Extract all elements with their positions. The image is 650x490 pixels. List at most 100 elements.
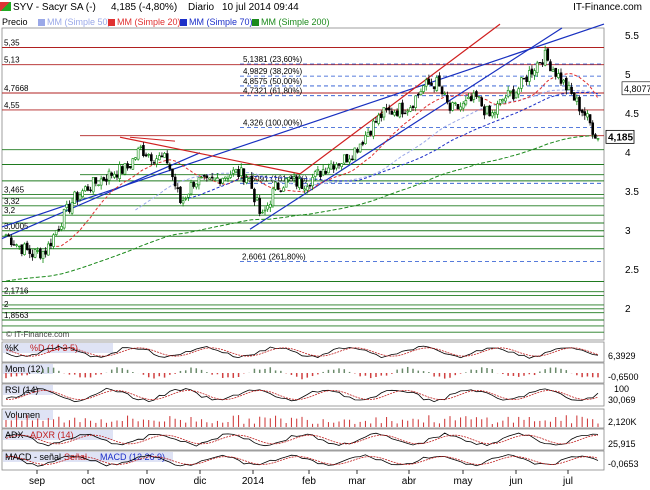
panel-label-2: %D (14 3 5) [30, 343, 78, 353]
candle-body [9, 237, 13, 245]
candle-body [483, 106, 486, 116]
fib-label: 5,1381 (23,60%) [243, 55, 302, 64]
panel-label-bg [3, 364, 53, 374]
last-price: 4,185 (-4,80%) [111, 2, 178, 13]
x-tick-label: nov [139, 476, 155, 487]
candle-body [102, 177, 106, 181]
panel-label-bg [3, 410, 53, 420]
indicator-line [5, 454, 599, 467]
candle-body [279, 190, 283, 192]
legend-mm70-label: MM (Simple 70) [189, 17, 253, 27]
mm70-swatch [180, 19, 187, 26]
candle-body [554, 67, 558, 77]
candle-body [152, 162, 156, 164]
candle-body [239, 167, 243, 176]
candle-body [527, 70, 531, 82]
candle-body [120, 166, 124, 174]
panel-label: Volumen [5, 410, 40, 420]
datetime-label: 10 jul 2014 09:44 [222, 2, 299, 13]
candle-body [205, 175, 209, 179]
candle-body [358, 143, 362, 153]
candle-body [245, 177, 248, 183]
indicator-line [5, 345, 599, 359]
candle-body [324, 171, 328, 174]
trend-line [1, 23, 605, 228]
trend-line [129, 136, 176, 142]
candle-body [557, 73, 560, 78]
candle-body [385, 107, 388, 110]
candle-body [541, 62, 544, 65]
panel-label-bg [3, 430, 113, 440]
candle-body [382, 107, 386, 118]
candle-body [453, 102, 457, 105]
candle-body [142, 145, 145, 156]
x-tick-label: may [454, 476, 473, 487]
candle-body [559, 72, 563, 84]
x-tick-label: oct [81, 476, 95, 487]
candle-body [160, 155, 164, 158]
candle-body [543, 49, 547, 66]
candle-body [189, 182, 193, 195]
legend-mm50: MM (Simple 50) [38, 16, 111, 28]
x-tick-label: abr [402, 476, 417, 487]
candle-body [311, 177, 314, 187]
price-panel-frame [1, 27, 605, 341]
candle-body [36, 250, 40, 252]
panel-label-bg [3, 385, 53, 395]
trend-line [299, 23, 501, 175]
candle-body [15, 244, 18, 246]
candle-body [253, 188, 256, 203]
candle-body [213, 177, 217, 181]
candle-body [490, 112, 494, 117]
trend-line [249, 27, 563, 230]
candle-body [52, 234, 55, 247]
period-label: Diario [188, 2, 215, 13]
candle-body [134, 157, 137, 160]
candle-body [163, 153, 166, 158]
candle-body [451, 102, 454, 111]
candle-body [65, 203, 69, 208]
candle-body [126, 163, 129, 169]
y-tick-label: 5 [625, 70, 631, 81]
indicator-panel-frame [1, 362, 605, 384]
panel-last-value: 30,069 [608, 395, 636, 405]
panel-label: Mom (12) [5, 364, 44, 374]
x-tick-label: sep [29, 476, 46, 487]
candle-body [105, 178, 108, 182]
level-label: 3,465 [4, 186, 25, 195]
candle-body [525, 76, 528, 82]
legend-mm200-label: MM (Simple 200) [261, 17, 330, 27]
candle-body [305, 186, 309, 191]
candle-body [86, 186, 90, 191]
candle-body [438, 75, 441, 87]
x-tick-label: jul [562, 476, 573, 487]
candle-body [25, 242, 29, 250]
panel-last-value: -0,0653 [608, 459, 639, 469]
candle-body [17, 245, 21, 248]
candle-body [242, 168, 246, 183]
panel-label-bg [3, 343, 113, 353]
level-label: 2,1716 [4, 286, 29, 295]
candle-body [480, 97, 484, 107]
candle-body [345, 154, 349, 163]
candle-body [237, 168, 240, 177]
panel-last-value: -0,6500 [608, 372, 639, 382]
panel-label: %K [5, 343, 19, 353]
indicator-line [5, 432, 599, 447]
candle-body [284, 178, 288, 188]
candle-body [419, 91, 423, 95]
candle-body [123, 163, 127, 175]
candle-body [522, 77, 526, 80]
candle-body [485, 105, 489, 114]
candle-body [546, 48, 550, 61]
mm200-swatch [252, 19, 259, 26]
indicator-panel-frame [1, 408, 605, 429]
candle-body [28, 248, 32, 254]
candle-body [274, 181, 277, 190]
candle-body [337, 163, 341, 166]
candle-body [181, 200, 185, 204]
candle-body [435, 77, 439, 91]
candle-body [414, 95, 417, 108]
candle-body [446, 94, 449, 103]
y-tick-label: 2 [625, 304, 631, 315]
